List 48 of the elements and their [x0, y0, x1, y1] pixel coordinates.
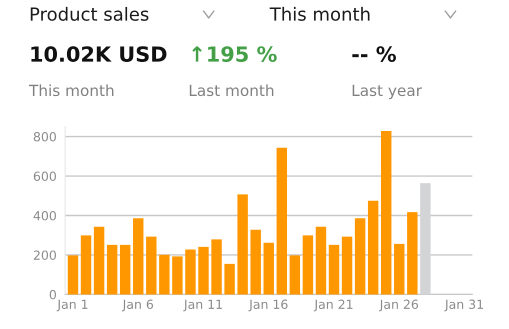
- text: Last year: [352, 84, 422, 100]
- y-tick-label: 400: [34, 210, 56, 220]
- bar: [354, 218, 366, 294]
- x-tick-label: Jan 31: [444, 300, 483, 312]
- bar: [94, 226, 104, 294]
- bar: [316, 226, 326, 294]
- text: -- %: [352, 46, 396, 62]
- bar: [120, 244, 130, 294]
- bar: [328, 244, 340, 294]
- bar: [159, 254, 170, 294]
- bar: [276, 148, 288, 294]
- bar: [106, 244, 118, 294]
- y-tick-label: 0: [50, 290, 56, 300]
- x-tick-label: Jan 6: [122, 300, 154, 312]
- x-tick-label: Jan 1: [56, 300, 88, 312]
- text: ↑195 %: [192, 46, 277, 62]
- bar: [80, 235, 92, 294]
- text: Last month: [190, 84, 274, 96]
- bar: [224, 264, 235, 294]
- bar: [290, 255, 300, 294]
- bar: [185, 249, 196, 294]
- y-tick-label: 600: [34, 171, 56, 181]
- bar: [172, 256, 183, 294]
- bar: [342, 236, 352, 294]
- y-tick-label: 200: [34, 250, 56, 260]
- bar: [368, 200, 378, 294]
- bar: [380, 131, 392, 294]
- bar: [407, 212, 418, 294]
- y-tick-label: 800: [34, 132, 56, 142]
- text: 10.02K USD: [31, 46, 166, 62]
- x-tick-label: Jan 11: [183, 300, 222, 312]
- x-tick-label: Jan 21: [314, 300, 352, 312]
- x-tick-label: Jan 26: [379, 300, 418, 312]
- bar: [133, 218, 144, 294]
- bar: [146, 236, 157, 294]
- bar: [198, 246, 209, 294]
- bar: [264, 242, 274, 294]
- x-tick-label: Jan 16: [248, 300, 288, 312]
- bar: [302, 235, 314, 294]
- bar: [420, 183, 431, 294]
- bar: [237, 194, 248, 294]
- bar: [68, 255, 78, 294]
- text: Product sales: [30, 6, 148, 21]
- bar: [394, 244, 404, 294]
- text: This month: [270, 6, 370, 21]
- text: This month: [28, 84, 114, 96]
- bar: [211, 239, 222, 294]
- bar: [250, 230, 261, 294]
